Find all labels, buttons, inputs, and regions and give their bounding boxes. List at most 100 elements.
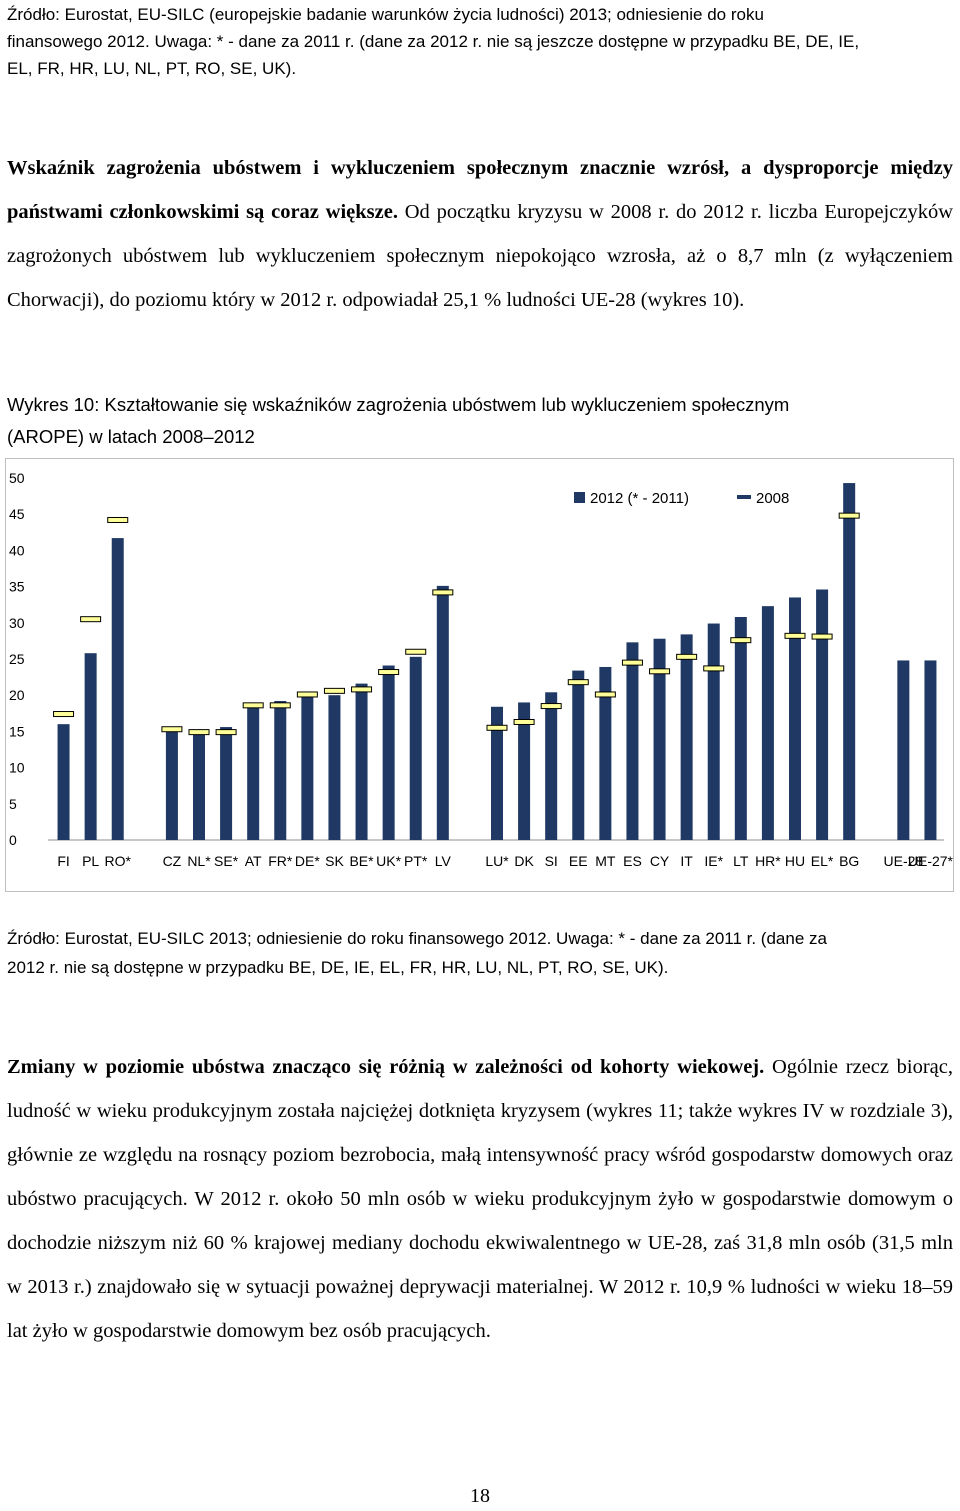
marker-2008	[567, 679, 589, 686]
x-tick-label: MT	[595, 853, 616, 869]
bar-2012 (* - 2011)	[111, 538, 124, 840]
x-tick-label: DK	[514, 853, 534, 869]
marker-2008	[405, 648, 427, 655]
chart-frame: 0 5 10 15 20 25 30 35 40 45 50 FI PL RO* CZ NL* SE* AT FR*…	[5, 458, 954, 892]
bar-2012 (* - 2011)	[165, 728, 178, 840]
marker-2008	[296, 691, 318, 698]
marker-2008	[594, 691, 616, 698]
marker-2008	[378, 669, 400, 676]
x-tick-label: AT	[245, 853, 262, 869]
bar-2012 (* - 2011)	[707, 623, 720, 840]
x-tick-label: NL*	[187, 853, 211, 869]
y-tick-label: 20	[9, 687, 25, 703]
bar-2012 (* - 2011)	[355, 683, 368, 840]
marker-2008	[811, 633, 833, 640]
y-tick-label: 5	[9, 796, 17, 812]
bar-2012 (* - 2011)	[734, 617, 747, 840]
x-tick-label: ES	[623, 853, 642, 869]
x-tick-label: RO*	[105, 853, 132, 869]
lead-paragraph: Wskaźnik zagrożenia ubóstwem i wykluczen…	[7, 146, 953, 322]
y-tick-label: 0	[9, 832, 17, 848]
bar-2012 (* - 2011)	[84, 653, 97, 840]
bar-2012 (* - 2011)	[545, 692, 558, 840]
bar-2012 (* - 2011)	[572, 670, 585, 840]
legend-swatch-bar	[574, 492, 585, 503]
x-tick-label: HR*	[755, 853, 781, 869]
x-tick-label: SE*	[214, 853, 239, 869]
y-tick-label: 10	[9, 760, 25, 776]
bar-2012 (* - 2011)	[897, 660, 910, 840]
bar-2012 (* - 2011)	[220, 727, 233, 840]
x-tick-label: SI	[545, 853, 558, 869]
lead-bold-text: Wskaźnik zagrożenia ubóstwem i wykluczen…	[7, 157, 953, 223]
x-tick-label: BE*	[349, 853, 374, 869]
bar-2012 (* - 2011)	[193, 731, 205, 840]
marker-2008	[486, 724, 508, 731]
bar-2012 (* - 2011)	[518, 702, 531, 840]
bar-2012 (* - 2011)	[843, 483, 856, 840]
marker-2008	[188, 729, 210, 736]
bar-2012 (* - 2011)	[924, 660, 937, 840]
marker-2008	[540, 703, 562, 710]
bar-2012 (* - 2011)	[274, 700, 287, 840]
marker-2008	[513, 718, 535, 725]
top-source-line: EL, FR, HR, LU, NL, PT, RO, SE, UK).	[7, 59, 297, 78]
x-tick-label: CY	[650, 853, 670, 869]
x-tick-label: CZ	[163, 853, 182, 869]
bar-2012 (* - 2011)	[789, 597, 801, 840]
y-tick-label: 40	[9, 542, 25, 558]
x-tick-label: FR*	[268, 853, 293, 869]
top-source-note: Źródło: Eurostat, EU-SILC (europejskie b…	[7, 1, 953, 82]
bar-2012 (* - 2011)	[626, 642, 639, 840]
bar-2012 (* - 2011)	[382, 665, 395, 840]
marker-2008	[80, 616, 102, 623]
legend-swatch-marker	[737, 495, 751, 499]
x-tick-label: EE	[569, 853, 588, 869]
page-number: 18	[470, 1485, 490, 1507]
x-tick-label: SK	[325, 853, 344, 869]
marker-2008	[351, 686, 373, 693]
x-tick-label: IE*	[704, 853, 723, 869]
body-normal-text: Ogólnie rzecz biorąc, ludność w wieku pr…	[7, 1056, 953, 1342]
marker-2008	[703, 665, 725, 672]
lead-normal-text: Od początku kryzysu w 2008 r. do 2012 r.…	[7, 201, 953, 311]
y-tick-label: 50	[9, 470, 25, 486]
x-tick-label: FI	[57, 853, 69, 869]
x-tick-label: UE-27*	[908, 853, 953, 869]
marker-2008	[621, 659, 643, 666]
y-tick-label: 45	[9, 506, 25, 522]
y-tick-label: 35	[9, 579, 25, 595]
marker-2008	[161, 726, 183, 733]
bar-2012 (* - 2011)	[761, 606, 774, 840]
x-tick-label: HU	[785, 853, 805, 869]
x-tick-label: BG	[839, 853, 859, 869]
figure-title: Wykres 10: Kształtowanie się wskaźników …	[7, 389, 953, 453]
x-tick-label: PL	[82, 853, 99, 869]
marker-2008	[838, 512, 860, 519]
bar-2012 (* - 2011)	[57, 724, 70, 840]
y-tick-label: 30	[9, 615, 25, 631]
figure-title-line: Wykres 10: Kształtowanie się wskaźników …	[7, 394, 790, 415]
marker-2008	[242, 702, 264, 709]
marker-2008	[432, 589, 454, 596]
marker-2008	[649, 668, 671, 675]
bar-2012 (* - 2011)	[409, 656, 422, 840]
marker-2008	[269, 702, 291, 709]
x-tick-label: LV	[435, 853, 452, 869]
y-tick-label: 15	[9, 723, 25, 739]
x-tick-label: IT	[680, 853, 693, 869]
bar-2012 (* - 2011)	[328, 695, 341, 840]
marker-2008	[323, 687, 345, 694]
marker-2008	[215, 729, 237, 736]
x-tick-label: UK*	[376, 853, 401, 869]
x-tick-label: UE-28	[884, 853, 924, 869]
body-bold-text: Zmiany w poziomie ubóstwa znacząco się r…	[7, 1056, 765, 1078]
bar-2012 (* - 2011)	[599, 666, 612, 840]
bar-2012 (* - 2011)	[680, 634, 693, 840]
bottom-source-line: 2012 r. nie są dostępne w przypadku BE, …	[7, 958, 669, 977]
x-tick-label: LU*	[485, 853, 509, 869]
top-source-line: Źródło: Eurostat, EU-SILC (europejskie b…	[7, 5, 764, 24]
bar-chart: 0 5 10 15 20 25 30 35 40 45 50 FI PL RO* CZ NL* SE* AT FR*…	[9, 470, 953, 869]
bottom-source-line: Źródło: Eurostat, EU-SILC 2013; odniesie…	[7, 929, 827, 948]
marker-2008	[730, 637, 752, 644]
